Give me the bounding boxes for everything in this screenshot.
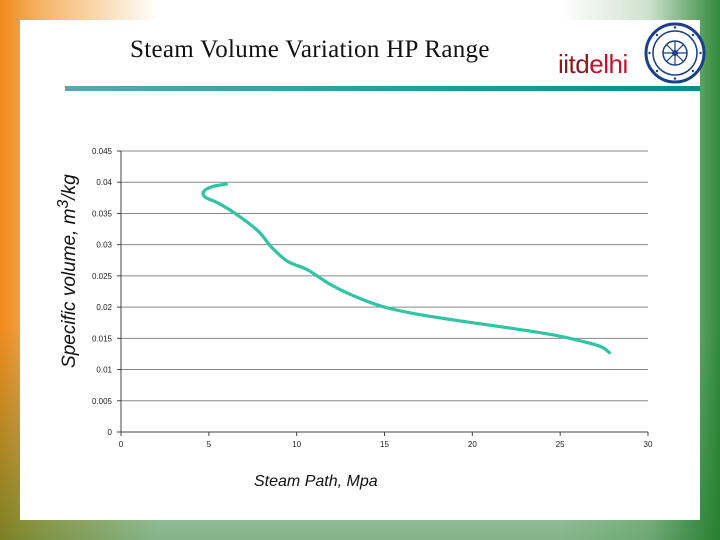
slide-title: Steam Volume Variation HP Range bbox=[130, 36, 490, 63]
data-point-0-13 bbox=[418, 313, 421, 316]
data-point-0-15 bbox=[506, 326, 509, 329]
data-point-0-16 bbox=[550, 333, 553, 336]
content-panel bbox=[20, 20, 700, 520]
data-point-0-1 bbox=[211, 185, 214, 188]
data-point-0-4 bbox=[216, 201, 219, 205]
x-tick-labels: 0 5 10 15 20 25 30 bbox=[119, 440, 653, 449]
axes bbox=[117, 150, 649, 436]
x-tick-label-6: 30 bbox=[644, 440, 653, 449]
data-point-0-9 bbox=[306, 268, 309, 271]
title-underline bbox=[65, 86, 700, 91]
logo-part-elhi: elhi bbox=[589, 49, 628, 79]
y-tick-label-5: 0.025 bbox=[92, 272, 113, 281]
data-point-0-8 bbox=[286, 260, 290, 263]
y-tick-labels: 0 0.005 0.01 0.015 0.02 0.025 0.03 0.035 0.04 0.0… bbox=[92, 147, 113, 437]
title-bar bbox=[20, 20, 700, 88]
y-tick-label-7: 0.035 bbox=[92, 209, 113, 218]
y-tick-label-6: 0.03 bbox=[96, 241, 112, 250]
data-point-0-11 bbox=[356, 296, 360, 299]
data-point-0-10 bbox=[330, 284, 333, 287]
x-axis-label: Steam Path, Mpa bbox=[254, 473, 378, 490]
y-tick-label-8: 0.04 bbox=[96, 178, 112, 187]
y-tick-label-9: 0.045 bbox=[92, 147, 113, 156]
iitdelhi-logo: iitdelhi bbox=[558, 49, 628, 80]
data-point-0-19 bbox=[608, 351, 611, 354]
x-tick-label-4: 20 bbox=[468, 440, 477, 449]
logo-part-iitd: iitd bbox=[558, 49, 590, 79]
data-point-0-12 bbox=[383, 305, 386, 309]
series-line-0 bbox=[201, 182, 611, 355]
x-tick-label-1: 5 bbox=[207, 440, 212, 449]
data-point-0-0 bbox=[225, 182, 228, 186]
data-point-0-5 bbox=[233, 212, 237, 215]
institute-emblem-icon bbox=[644, 22, 706, 84]
x-tick-label-5: 25 bbox=[556, 440, 565, 449]
x-tick-label-0: 0 bbox=[119, 440, 124, 449]
x-tick-label-3: 15 bbox=[380, 440, 389, 449]
y-tick-label-4: 0.02 bbox=[96, 303, 112, 312]
data-point-0-18 bbox=[599, 345, 602, 348]
y-tick-label-3: 0.015 bbox=[92, 334, 113, 343]
series-group bbox=[201, 182, 611, 355]
y-tick-label-2: 0.01 bbox=[96, 366, 112, 375]
y-tick-label-1: 0.005 bbox=[92, 397, 113, 406]
data-point-0-3 bbox=[204, 196, 207, 199]
data-point-0-14 bbox=[462, 320, 465, 323]
data-point-0-17 bbox=[576, 339, 579, 342]
grid-lines bbox=[121, 150, 648, 402]
data-point-0-7 bbox=[270, 246, 274, 249]
data-point-0-2 bbox=[202, 190, 205, 193]
y-tick-label-0: 0 bbox=[108, 428, 113, 437]
data-point-0-6 bbox=[256, 229, 260, 233]
x-tick-label-2: 10 bbox=[292, 440, 301, 449]
